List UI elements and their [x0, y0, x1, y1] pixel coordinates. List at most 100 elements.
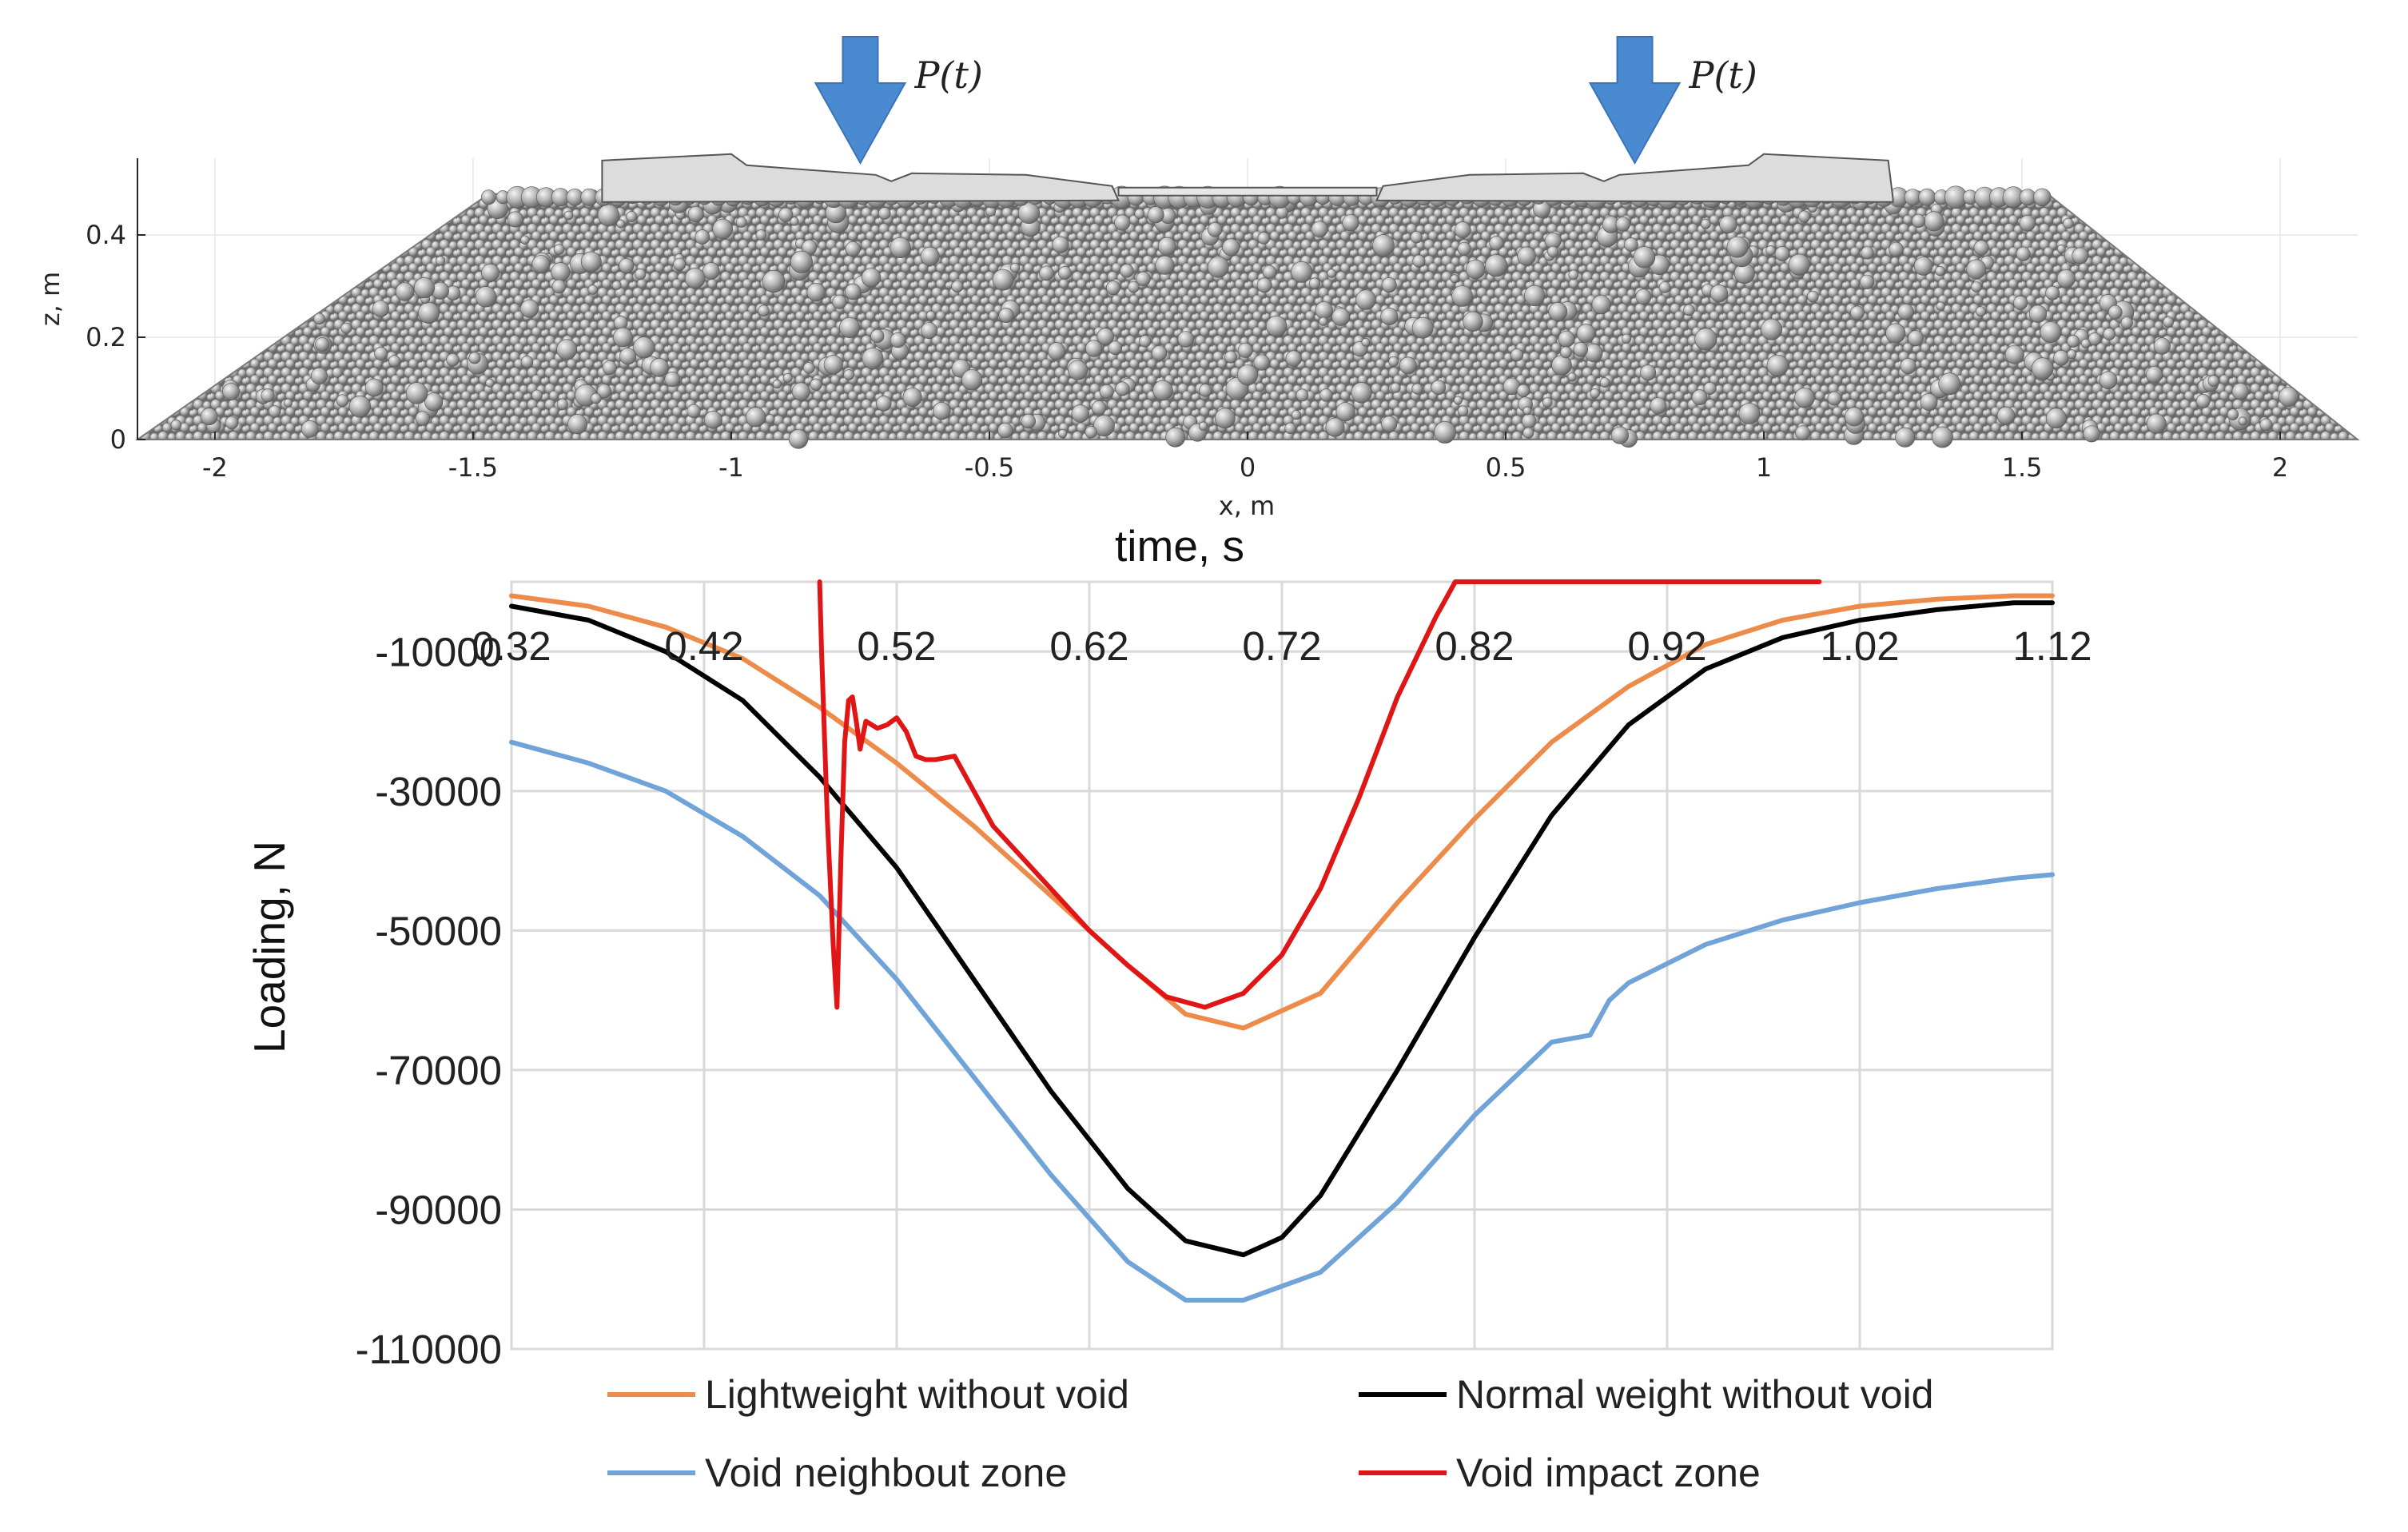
ballast-particle — [1918, 188, 1936, 206]
ballast-particle — [395, 282, 415, 301]
ballast-particle — [1454, 221, 1471, 239]
ballast-particle — [1650, 397, 1667, 415]
ballast-particle — [1068, 360, 1089, 380]
ballast-particle — [1390, 382, 1401, 393]
ballast-x-tick-label: 0 — [1240, 452, 1256, 483]
ballast-particle — [1114, 214, 1131, 231]
down-arrow-icon — [814, 36, 907, 165]
ballast-particle — [876, 396, 892, 412]
ballast-particle — [1719, 215, 1737, 233]
ballast-particle — [2032, 357, 2054, 380]
sleeper-gap-plate — [1117, 186, 1378, 197]
ballast-particle — [1198, 421, 1208, 431]
ballast-particle — [2146, 366, 2163, 384]
ballast-particle — [1198, 384, 1212, 397]
ballast-particle — [2099, 371, 2118, 390]
ballast-particle — [1177, 331, 1194, 348]
ballast-particle — [2080, 338, 2091, 348]
ballast-particle — [861, 268, 882, 288]
ballast-particle — [633, 336, 655, 359]
ballast-particle — [1788, 253, 1810, 276]
ballast-particle — [1560, 346, 1572, 359]
ballast-particle — [1973, 240, 1989, 256]
ballast-particle — [1136, 271, 1151, 287]
ballast-x-tick-label: 1 — [1756, 452, 1772, 483]
ballast-particle — [2056, 269, 2076, 288]
ballast-particle — [845, 241, 861, 257]
legend-label: Void neighbout zone — [705, 1450, 1067, 1495]
ballast-particle — [596, 384, 611, 399]
ballast-particle — [1351, 382, 1372, 404]
ballast-particle — [2016, 246, 2031, 261]
ballast-particle — [1703, 381, 1717, 395]
ballast-particle — [1155, 255, 1175, 275]
ballast-particle — [1431, 380, 1447, 396]
ballast-particle — [1794, 388, 1815, 408]
ballast-particle — [1521, 413, 1537, 429]
ballast-particle — [1411, 316, 1434, 339]
ballast-particle — [1485, 254, 1508, 277]
ballast-particle — [997, 422, 1013, 439]
ballast-particle — [1913, 257, 1933, 276]
loading-x-tick-label: 0.52 — [857, 623, 936, 669]
ballast-particle — [703, 410, 722, 429]
ballast-particle — [1311, 221, 1328, 238]
ballast-particle — [650, 358, 669, 377]
ballast-particle — [933, 402, 951, 420]
legend-label: Lightweight without void — [705, 1372, 1129, 1417]
ballast-particle — [778, 207, 794, 222]
ballast-particle — [843, 369, 854, 380]
ballast-particle — [1621, 333, 1632, 344]
ballast-particle — [2063, 217, 2074, 229]
ballast-particle — [1798, 210, 1811, 223]
ballast-particle — [1207, 222, 1223, 237]
ballast-particle — [1099, 384, 1114, 399]
ballast-particle — [1551, 355, 1572, 376]
ballast-particle — [712, 218, 734, 240]
ballast-particle — [2088, 332, 2102, 346]
ballast-particle — [1284, 422, 1296, 435]
ballast-particle — [687, 205, 704, 222]
ballast-particle — [1912, 213, 1926, 229]
ballast-particle — [556, 339, 578, 360]
legend-label: Void impact zone — [1456, 1450, 1761, 1495]
ballast-particle — [1738, 403, 1761, 424]
ballast-particle — [1265, 315, 1288, 337]
ballast-particle — [2120, 316, 2133, 329]
ballast-y-ticks: 0 0.2 0.4 — [86, 220, 145, 455]
ballast-particle — [1908, 330, 1924, 347]
ballast-particle — [590, 392, 602, 404]
ballast-particle — [405, 382, 428, 404]
loading-y-ticks: -10000 -30000 -50000 -70000 -90000 -110000 — [356, 629, 502, 1372]
ballast-particle — [1097, 328, 1114, 345]
ballast-particle — [1615, 217, 1631, 232]
ballast-particle — [1434, 421, 1456, 444]
ballast-particle — [261, 388, 275, 403]
ballast-particle — [1726, 236, 1749, 258]
loading-x-tick-label: 1.02 — [1820, 623, 1899, 669]
ballast-particle — [1224, 350, 1237, 364]
ballast-particle — [1381, 277, 1397, 293]
legend-entry-3: Void neighbout zone — [607, 1450, 1067, 1495]
ballast-particle — [301, 420, 319, 438]
ballast-particle — [1996, 406, 2016, 425]
ballast-particle — [782, 372, 793, 383]
ballast-particle — [1489, 236, 1504, 251]
ballast-x-tick-label: -1 — [718, 452, 744, 483]
ballast-particle — [992, 269, 1014, 291]
ballast-particle — [1009, 263, 1021, 273]
ballast-particle — [446, 353, 460, 367]
ballast-particle — [1222, 238, 1240, 257]
ballast-particle — [1610, 426, 1629, 444]
ballast-particle — [1450, 274, 1459, 284]
ballast-particle — [417, 301, 440, 324]
ballast-particle — [1522, 427, 1534, 439]
ballast-particle — [1920, 392, 1938, 411]
ballast-particle — [348, 396, 372, 418]
ballast-particle — [790, 250, 813, 273]
ballast-x-tick-label: -2 — [202, 452, 228, 483]
ballast-particle — [597, 204, 620, 226]
ballast-particle — [626, 211, 638, 222]
ballast-particle — [1971, 281, 1982, 292]
ballast-particle — [702, 262, 720, 280]
